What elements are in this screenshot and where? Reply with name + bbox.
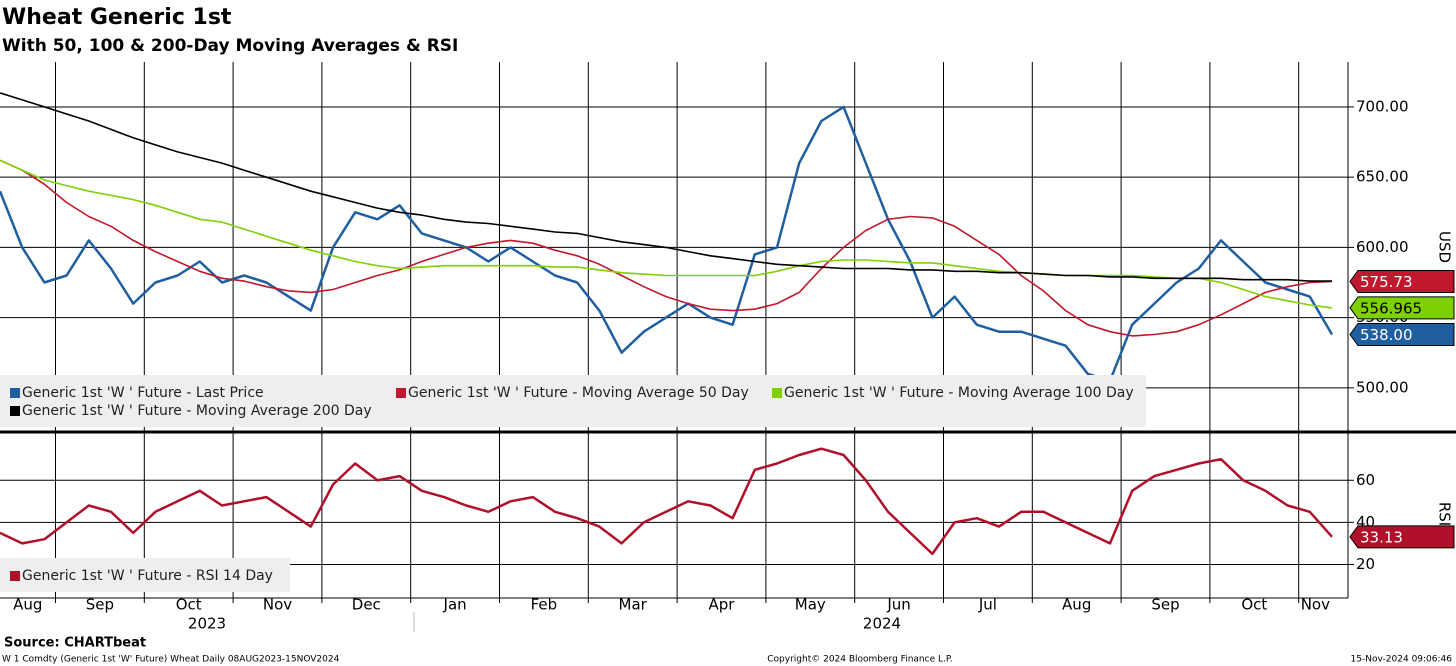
legend-background xyxy=(0,558,290,592)
series-line xyxy=(0,92,1332,282)
y-tick-label: 600.00 xyxy=(1356,238,1409,256)
x-tick-label: Jun xyxy=(886,596,910,614)
legend-label: Generic 1st 'W ' Future - RSI 14 Day xyxy=(22,568,273,584)
legend-swatch xyxy=(10,388,20,398)
x-tick-label: Sep xyxy=(86,596,114,614)
last-value-label: 556.965 xyxy=(1360,299,1422,317)
legend-label: Generic 1st 'W ' Future - Last Price xyxy=(22,385,264,401)
y-axis-title: USD xyxy=(1436,231,1454,263)
x-tick-label: Nov xyxy=(1301,596,1330,614)
y-tick-label: 500.00 xyxy=(1356,378,1409,396)
last-value-box xyxy=(1349,269,1455,293)
y-tick-label: 20 xyxy=(1356,555,1375,573)
legend-label: Generic 1st 'W ' Future - Moving Average… xyxy=(408,385,749,401)
chart-title: Wheat Generic 1st xyxy=(2,5,232,30)
x-tick-label: Oct xyxy=(1241,596,1267,614)
legend-swatch xyxy=(10,406,20,416)
x-tick-label: Nov xyxy=(263,596,292,614)
y-tick-label: 650.00 xyxy=(1356,168,1409,186)
legend-label: Generic 1st 'W ' Future - Moving Average… xyxy=(22,403,372,419)
legend-swatch xyxy=(10,571,20,581)
x-tick-label: May xyxy=(795,596,826,614)
x-tick-label: Jan xyxy=(443,596,467,614)
x-tick-label: Oct xyxy=(176,596,202,614)
year-label: 2024 xyxy=(863,615,901,633)
chart-subtitle: With 50, 100 & 200-Day Moving Averages &… xyxy=(2,36,458,56)
x-tick-label: Dec xyxy=(352,596,381,614)
legend-label: Generic 1st 'W ' Future - Moving Average… xyxy=(784,385,1134,401)
last-value-label: 575.73 xyxy=(1360,273,1413,291)
legend-background xyxy=(0,375,1146,427)
copyright: Copyright© 2024 Bloomberg Finance L.P. xyxy=(767,655,952,665)
source: Source: CHARTbeat xyxy=(4,636,146,651)
y-axis-title: RSI xyxy=(1436,502,1454,526)
x-tick-label: Jul xyxy=(978,596,997,614)
year-label: 2023 xyxy=(188,615,226,633)
series-line xyxy=(0,159,1333,337)
footer-description: W 1 Comdty (Generic 1st 'W' Future) Whea… xyxy=(2,655,340,665)
legend-swatch xyxy=(396,388,406,398)
y-tick-label: 60 xyxy=(1356,471,1375,489)
series-line xyxy=(0,159,1333,309)
x-tick-label: Feb xyxy=(531,596,558,614)
x-tick-label: Aug xyxy=(1062,596,1091,614)
y-tick-label: 700.00 xyxy=(1356,97,1409,115)
timestamp: 15-Nov-2024 09:06:46 xyxy=(1351,655,1453,665)
x-tick-label: Aug xyxy=(13,596,42,614)
series-line xyxy=(0,447,1333,556)
legend-swatch xyxy=(772,388,782,398)
last-value-box xyxy=(1349,296,1455,320)
last-value-label: 538.00 xyxy=(1360,326,1413,344)
last-value-box xyxy=(1349,525,1455,549)
last-value-box xyxy=(1349,322,1455,346)
x-tick-label: Sep xyxy=(1151,596,1179,614)
x-tick-label: Apr xyxy=(709,596,736,614)
last-value-label: 33.13 xyxy=(1360,528,1403,546)
x-tick-label: Mar xyxy=(619,596,648,614)
